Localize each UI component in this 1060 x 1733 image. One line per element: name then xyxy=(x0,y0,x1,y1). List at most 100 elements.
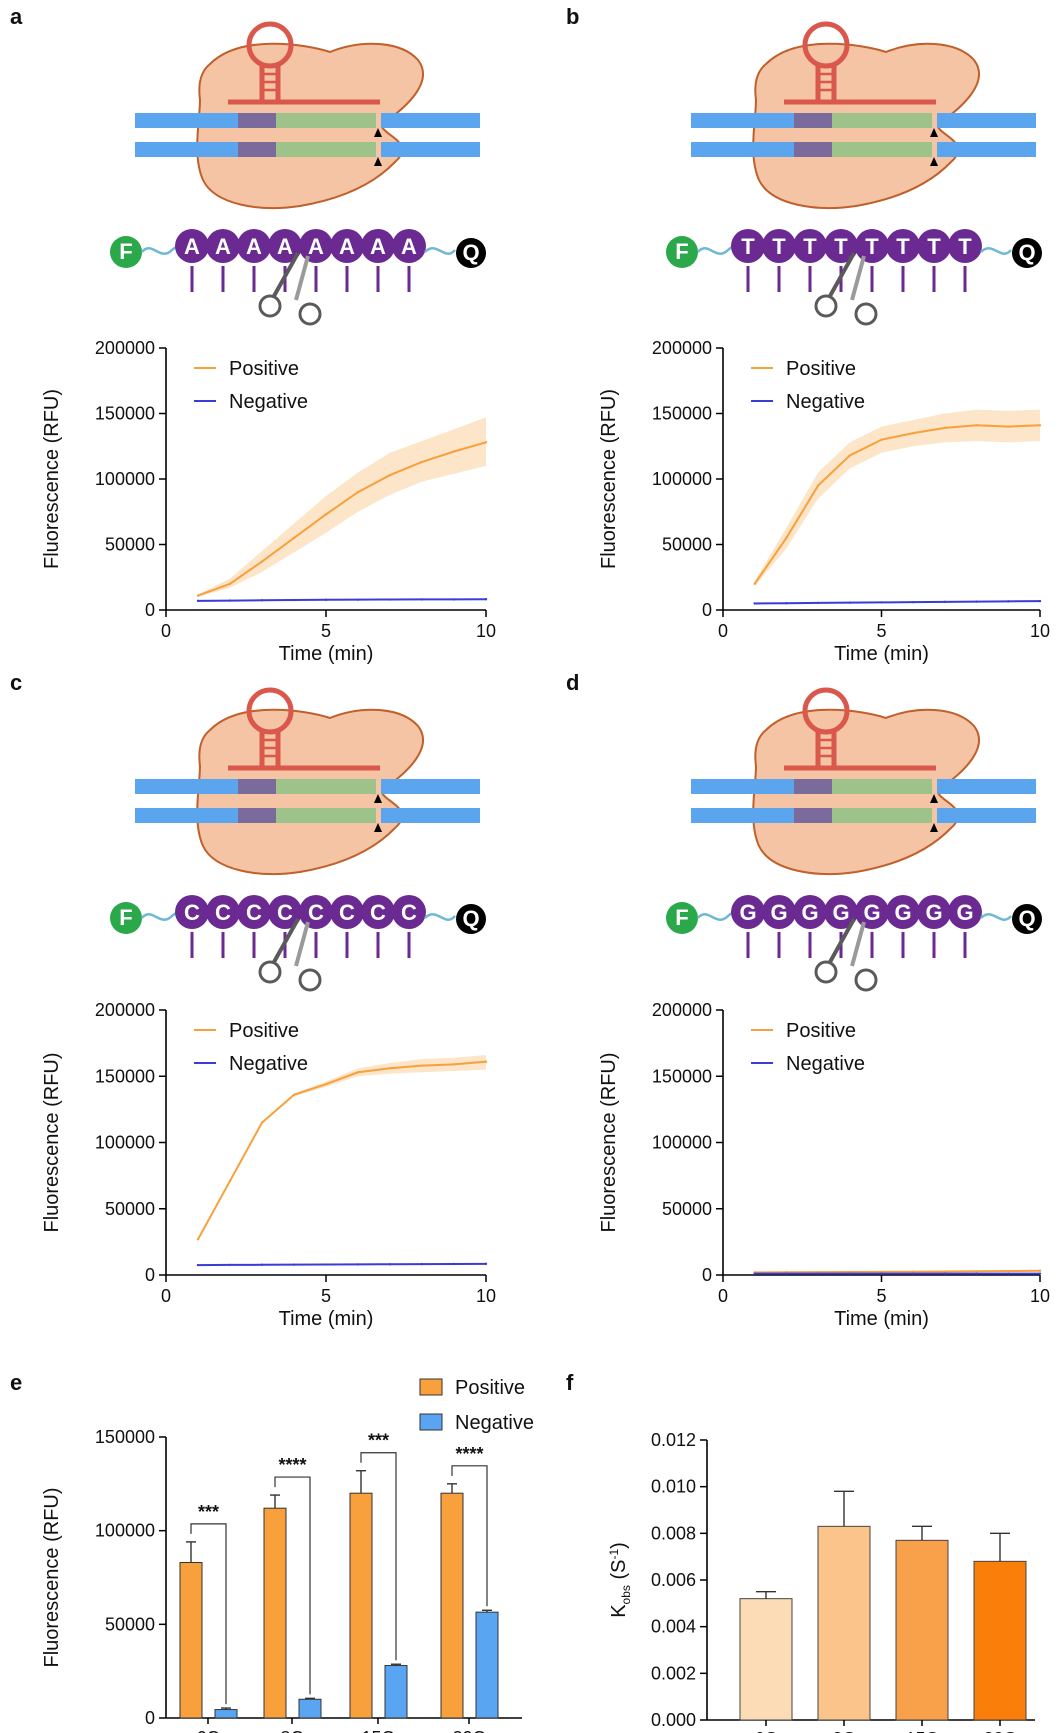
data-point-negative-7 xyxy=(975,600,978,603)
nucleotide-letter-6: G xyxy=(925,900,942,925)
y-tick-label-4: 200000 xyxy=(95,1000,155,1020)
nucleotide-letter-5: A xyxy=(339,234,355,259)
y-tick-label-2: 100000 xyxy=(652,469,712,489)
data-point-positive-4 xyxy=(324,513,328,516)
bar-negative-20C xyxy=(475,1611,499,1719)
x-tick-label-8C: 8C xyxy=(280,1728,303,1733)
series-line-positive xyxy=(197,441,487,597)
target-region-top xyxy=(276,113,376,128)
data-point-positive-0 xyxy=(753,582,756,585)
nucleotide-letter-2: G xyxy=(801,900,818,925)
data-point-negative-9 xyxy=(1038,1272,1042,1275)
nucleotide-bead-1 xyxy=(762,229,796,263)
y-tick-label-2: 100000 xyxy=(652,1133,712,1153)
nucleotide-bead-0 xyxy=(731,895,765,929)
data-point-negative-2 xyxy=(816,1272,820,1275)
y-tick-label-3: 150000 xyxy=(652,1066,712,1086)
pam-region-bottom xyxy=(794,808,832,823)
cut-site-arrow-top xyxy=(374,128,382,137)
x-tick-label-1: 5 xyxy=(876,621,886,641)
panel-label-e: e xyxy=(10,1370,22,1395)
x-axis-title: Time (min) xyxy=(279,643,374,665)
data-point-positive-7 xyxy=(420,460,424,464)
data-point-positive-4 xyxy=(880,438,883,441)
y-tick-label-3: 150000 xyxy=(652,404,712,424)
panel-label-d: d xyxy=(566,670,579,695)
data-point-positive-2 xyxy=(260,560,264,563)
nucleotide-letter-1: T xyxy=(772,234,786,259)
y-tick-label-4: 200000 xyxy=(652,338,712,358)
y-tick-label-0: 0 xyxy=(145,1708,155,1728)
bar-positive-15C xyxy=(349,1492,373,1719)
nucleotide-letter-6: T xyxy=(927,234,941,259)
significance-bracket-6C xyxy=(190,1523,227,1705)
nucleotide-letter-3: G xyxy=(832,900,849,925)
nucleotide-bead-1 xyxy=(206,895,240,929)
nucleotide-bead-6 xyxy=(917,229,951,263)
legend-label-positive: Positive xyxy=(229,358,299,380)
data-point-positive-9 xyxy=(1038,1269,1042,1272)
data-point-negative-5 xyxy=(912,600,915,604)
x-tick-label-2: 10 xyxy=(1030,1286,1050,1306)
data-point-negative-8 xyxy=(452,598,456,601)
x-axis-title: Time (min) xyxy=(279,1308,374,1330)
data-point-positive-7 xyxy=(975,424,978,427)
panel-label-b: b xyxy=(566,4,579,29)
nucleotide-letter-4: A xyxy=(308,234,324,259)
fluorophore-label: F xyxy=(119,905,132,930)
nucleotide-letter-0: A xyxy=(184,234,200,259)
error-band-positive xyxy=(198,1055,486,1241)
y-tick-label-0: 0 xyxy=(702,600,712,620)
data-point-negative-0 xyxy=(753,602,756,605)
scissors-ring-2 xyxy=(854,968,878,992)
significance-stars-6C: *** xyxy=(198,1502,219,1522)
x-axis-title: Time (min) xyxy=(834,1308,929,1330)
data-point-negative-3 xyxy=(848,1272,851,1275)
legend-label-positive: Positive xyxy=(229,1020,299,1042)
data-point-negative-3 xyxy=(292,1263,296,1266)
y-axis-title: Fluorescence (RFU) xyxy=(598,389,620,569)
nucleotide-bead-3 xyxy=(824,229,858,263)
legend-label-positive: Positive xyxy=(455,1377,525,1399)
nucleotide-bead-5 xyxy=(330,229,364,263)
scissors-blade-2 xyxy=(294,255,310,301)
y-axis-title-close: ) xyxy=(608,1542,630,1549)
y-axis-title-superscript: -1 xyxy=(607,1549,621,1560)
data-point-negative-6 xyxy=(943,1272,947,1275)
data-point-negative-4 xyxy=(880,601,883,604)
pam-region-bottom xyxy=(238,808,276,823)
y-tick-label-1: 50000 xyxy=(662,1199,712,1219)
x-tick-label-0: 0 xyxy=(161,1286,171,1306)
data-point-positive-5 xyxy=(912,431,915,435)
y-tick-label-2: 100000 xyxy=(95,1521,155,1541)
quencher-linker xyxy=(980,247,1012,255)
y-tick-label-4: 200000 xyxy=(95,338,155,358)
data-point-positive-8 xyxy=(452,450,456,453)
y-axis-title-subscript: obs xyxy=(619,1585,633,1604)
data-point-negative-5 xyxy=(912,1272,915,1275)
y-tick-label-4: 0.008 xyxy=(651,1523,696,1543)
scissors-blade-2 xyxy=(850,255,866,301)
nucleotide-bead-5 xyxy=(886,895,920,929)
nucleotide-bead-4 xyxy=(299,895,333,929)
x-tick-label-6C: 6C xyxy=(754,1729,777,1733)
scissors-blade-1 xyxy=(828,918,856,963)
data-point-negative-1 xyxy=(228,599,232,602)
nucleotide-bead-6 xyxy=(361,895,395,929)
scissors-ring-1 xyxy=(814,294,838,318)
data-point-positive-4 xyxy=(324,1083,328,1086)
quencher-label: Q xyxy=(1018,906,1035,931)
cut-site-arrow-bottom xyxy=(374,823,382,832)
x-tick-label-2: 10 xyxy=(1030,621,1050,641)
x-tick-label-0: 0 xyxy=(161,621,171,641)
x-tick-label-15C: 15C xyxy=(361,1728,394,1733)
nucleotide-letter-5: G xyxy=(894,900,911,925)
quencher-linker xyxy=(980,913,1012,921)
nucleotide-bead-7 xyxy=(392,229,426,263)
nucleotide-letter-2: T xyxy=(803,234,817,259)
scissors-ring-2 xyxy=(298,302,322,326)
